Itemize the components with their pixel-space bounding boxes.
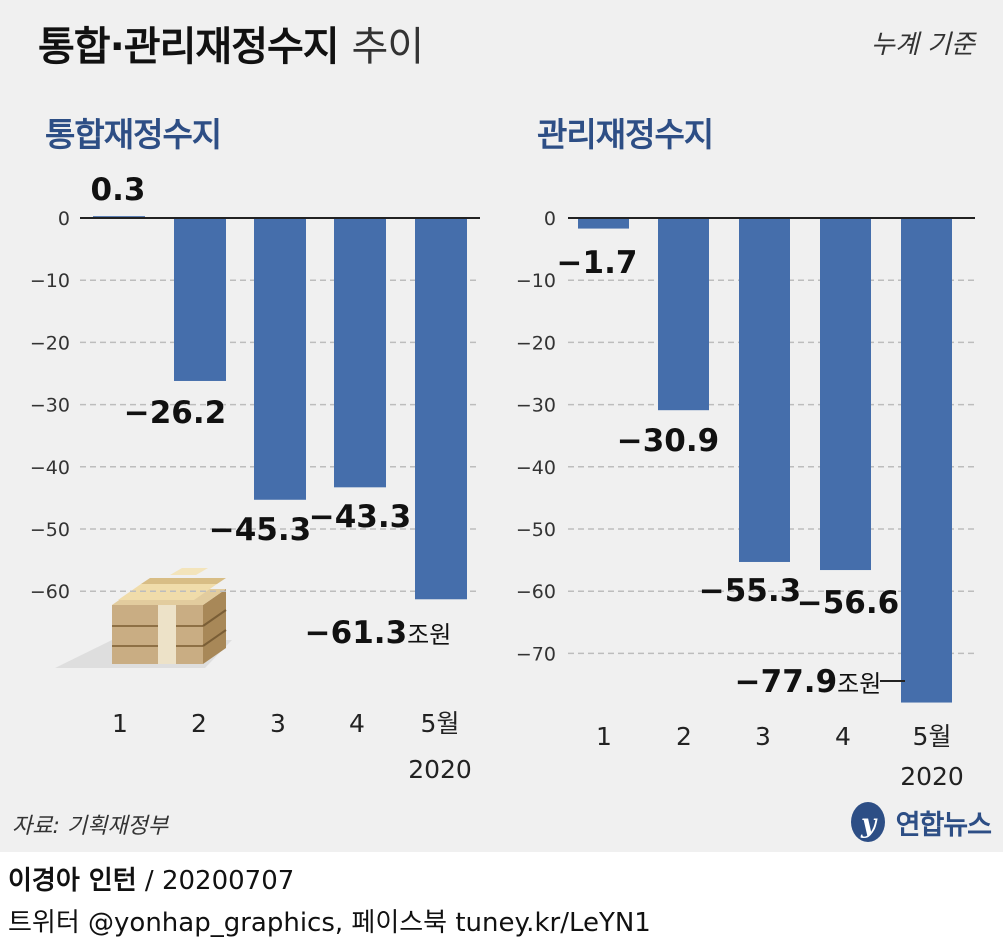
money-stack-icon xyxy=(55,568,232,668)
y-tick-label: −10 xyxy=(516,270,556,292)
data-label: 0.3 xyxy=(91,172,146,208)
logo-text: 연합뉴스 xyxy=(895,809,992,841)
bar-charts: y 0 −10 −20 −30 −40 −50 −60 0.3 −26.2 −45.3−43.3 −… xyxy=(30,172,975,842)
bar xyxy=(739,218,790,562)
unit-label: 조원 xyxy=(837,670,881,698)
y-tick-label: −70 xyxy=(516,643,556,665)
chart-title-managed: 관리재정수지 xyxy=(537,115,714,154)
data-label: −1.7 xyxy=(557,245,638,281)
data-label: −45.3 xyxy=(209,512,311,548)
basis-note: 누계 기준 xyxy=(871,30,975,60)
bar xyxy=(901,218,952,703)
title-main: 통합·관리재정수지 xyxy=(38,24,340,70)
bar xyxy=(174,218,226,381)
year-label: 2020 xyxy=(900,762,964,791)
chart-title-integrated: 통합재정수지 xyxy=(45,115,222,154)
data-label: −55.3 xyxy=(699,573,801,609)
x-tick-label: 2 xyxy=(191,709,207,738)
bar xyxy=(334,218,386,488)
bar xyxy=(578,218,629,229)
yonhap-logo: 연합뉴스 xyxy=(856,800,992,844)
data-label: −77.9조원 xyxy=(735,664,882,700)
chart-integrated-balance: 0 −10 −20 −30 −40 −50 −60 0.3 −26.2 −45.3−43.3 −61… xyxy=(30,172,480,784)
y-tick-label: −40 xyxy=(30,457,70,479)
x-tick-label: 4 xyxy=(835,722,851,751)
x-tick-label: 4 xyxy=(349,709,365,738)
author-credit: 이경아 인턴 / 20200707 xyxy=(8,860,294,897)
x-tick-label: 5월 xyxy=(421,709,460,738)
author-name: 이경아 인턴 xyxy=(8,866,137,896)
data-label: −43.3 xyxy=(309,499,411,535)
year-label: 2020 xyxy=(408,755,472,784)
page-title: 통합·관리재정수지 추이 xyxy=(38,14,425,72)
y-tick-label: −40 xyxy=(516,457,556,479)
x-tick-label: 3 xyxy=(270,709,286,738)
y-tick-label: 0 xyxy=(544,208,556,230)
y-tick-label: −30 xyxy=(516,395,556,417)
data-label: −26.2 xyxy=(124,395,226,431)
unit-label: 조원 xyxy=(407,621,451,649)
y-tick-label: −20 xyxy=(30,332,70,354)
y-tick-label: −50 xyxy=(30,519,70,541)
sns-credit: 트위터 @yonhap_graphics, 페이스북 tuney.kr/LeYN… xyxy=(8,908,651,938)
x-tick-label: 5월 xyxy=(913,722,952,751)
bar xyxy=(415,218,467,600)
chart-managed-balance: 0 −10 −20 −30 −40 −50 −60 −70 −1.7 −30.9 −55.3−56.… xyxy=(516,208,975,791)
x-tick-label: 3 xyxy=(755,722,771,751)
y-tick-label: −30 xyxy=(30,395,70,417)
yonhap-logo-icon: y xyxy=(851,802,885,842)
y-tick-label: −50 xyxy=(516,519,556,541)
y-tick-label: −10 xyxy=(30,270,70,292)
date-separator: / xyxy=(144,866,154,896)
data-label: −30.9 xyxy=(617,423,719,459)
svg-text:y: y xyxy=(860,809,878,839)
bar xyxy=(820,218,871,571)
data-label: −61.3조원 xyxy=(305,615,452,651)
publish-date: 20200707 xyxy=(161,866,295,896)
y-tick-label: −60 xyxy=(516,581,556,603)
y-tick-label: −60 xyxy=(30,581,70,603)
x-tick-label: 2 xyxy=(676,722,692,751)
title-suffix: 추이 xyxy=(351,24,425,70)
source-note: 자료: 기획재정부 xyxy=(12,814,169,839)
bar xyxy=(254,218,306,500)
bar xyxy=(658,218,709,411)
y-tick-label: −20 xyxy=(516,332,556,354)
x-tick-label: 1 xyxy=(596,722,612,751)
y-tick-label: 0 xyxy=(58,208,70,230)
data-label: −56.6 xyxy=(797,585,899,621)
x-tick-label: 1 xyxy=(112,709,128,738)
